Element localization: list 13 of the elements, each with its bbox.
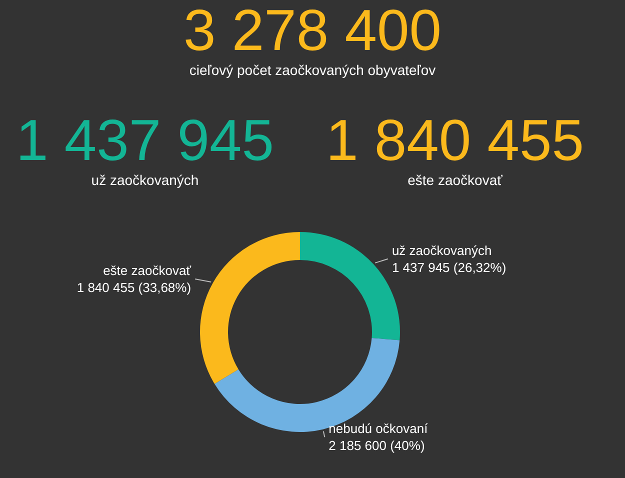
text: 1 437 945	[16, 108, 274, 173]
chart-title: 3 278 400	[183, 0, 442, 63]
data-label: 1 437 945 (26,32%)	[392, 260, 506, 275]
data-label: 2 185 600 (40%)	[328, 438, 425, 454]
text: 1 840 455	[326, 108, 584, 173]
text: už zaočkovaných	[91, 172, 199, 188]
slice-label: už zaočkovaných	[392, 242, 492, 258]
slice-label: ešte zaočkovať	[103, 263, 192, 278]
data-label: 1 840 455 (33,68%)	[76, 280, 192, 296]
chart-subtitle: cieľový počet zaočkovaných obyvateľov	[189, 62, 436, 78]
donut-slice	[200, 232, 300, 384]
text: ešte zaočkovať	[408, 172, 504, 188]
slice-label: nebudú očkovaní	[328, 421, 428, 436]
